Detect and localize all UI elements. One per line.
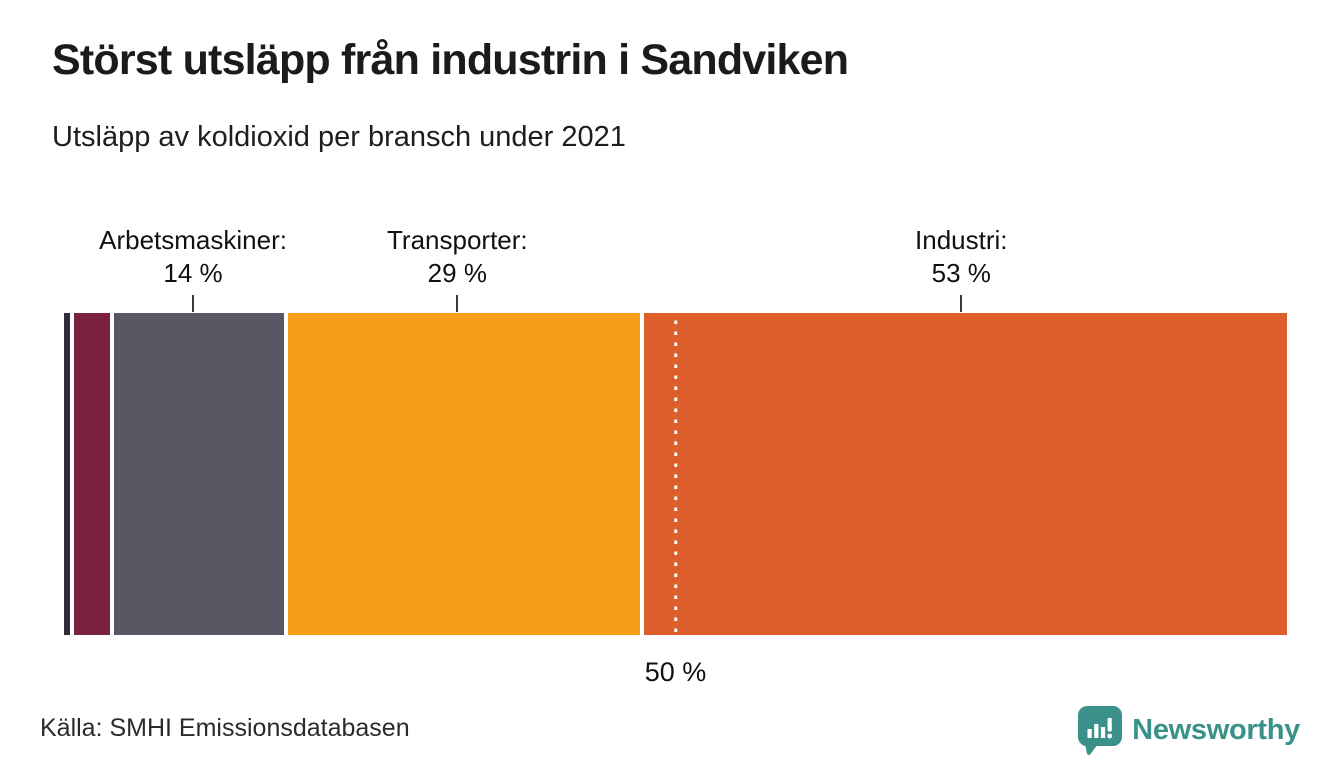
segment-label-tick-arbetsmaskiner: [192, 295, 195, 312]
page-title: Störst utsläpp från industrin i Sandvike…: [52, 36, 849, 84]
segment-label-tick-industri: [960, 295, 963, 312]
segment-label-arbetsmaskiner: Arbetsmaskiner: 14 %: [99, 225, 287, 289]
source-caption: Källa: SMHI Emissionsdatabasen: [40, 714, 410, 742]
newsworthy-wordmark: Newsworthy: [1132, 713, 1300, 746]
segment-labels-layer: Arbetsmaskiner: 14 % Transporter: 29 % Indus…: [64, 224, 1287, 313]
bar-segment-transporter: [288, 313, 641, 635]
stacked-bar: [64, 313, 1287, 635]
bar-segment-arbetsmaskiner: [114, 313, 285, 635]
bar-segment-unlabeled-segment-1: [64, 313, 71, 635]
segment-label-tick-transporter: [456, 295, 459, 312]
reference-line-label: 50 %: [644, 657, 707, 687]
segment-label-industri: Industri: 53 %: [915, 225, 1008, 289]
newsworthy-speech-bubble-chart-icon: [1078, 706, 1123, 755]
bar-segment-unlabeled-segment-2: [74, 313, 111, 635]
bar-segment-industri: [644, 313, 1287, 635]
segment-label-transporter: Transporter: 29 %: [386, 225, 528, 289]
below-bar-layer: 50 %: [64, 657, 1287, 697]
newsworthy-brand: Newsworthy: [1077, 705, 1300, 755]
page-subtitle: Utsläpp av koldioxid per bransch under 2…: [52, 121, 626, 153]
